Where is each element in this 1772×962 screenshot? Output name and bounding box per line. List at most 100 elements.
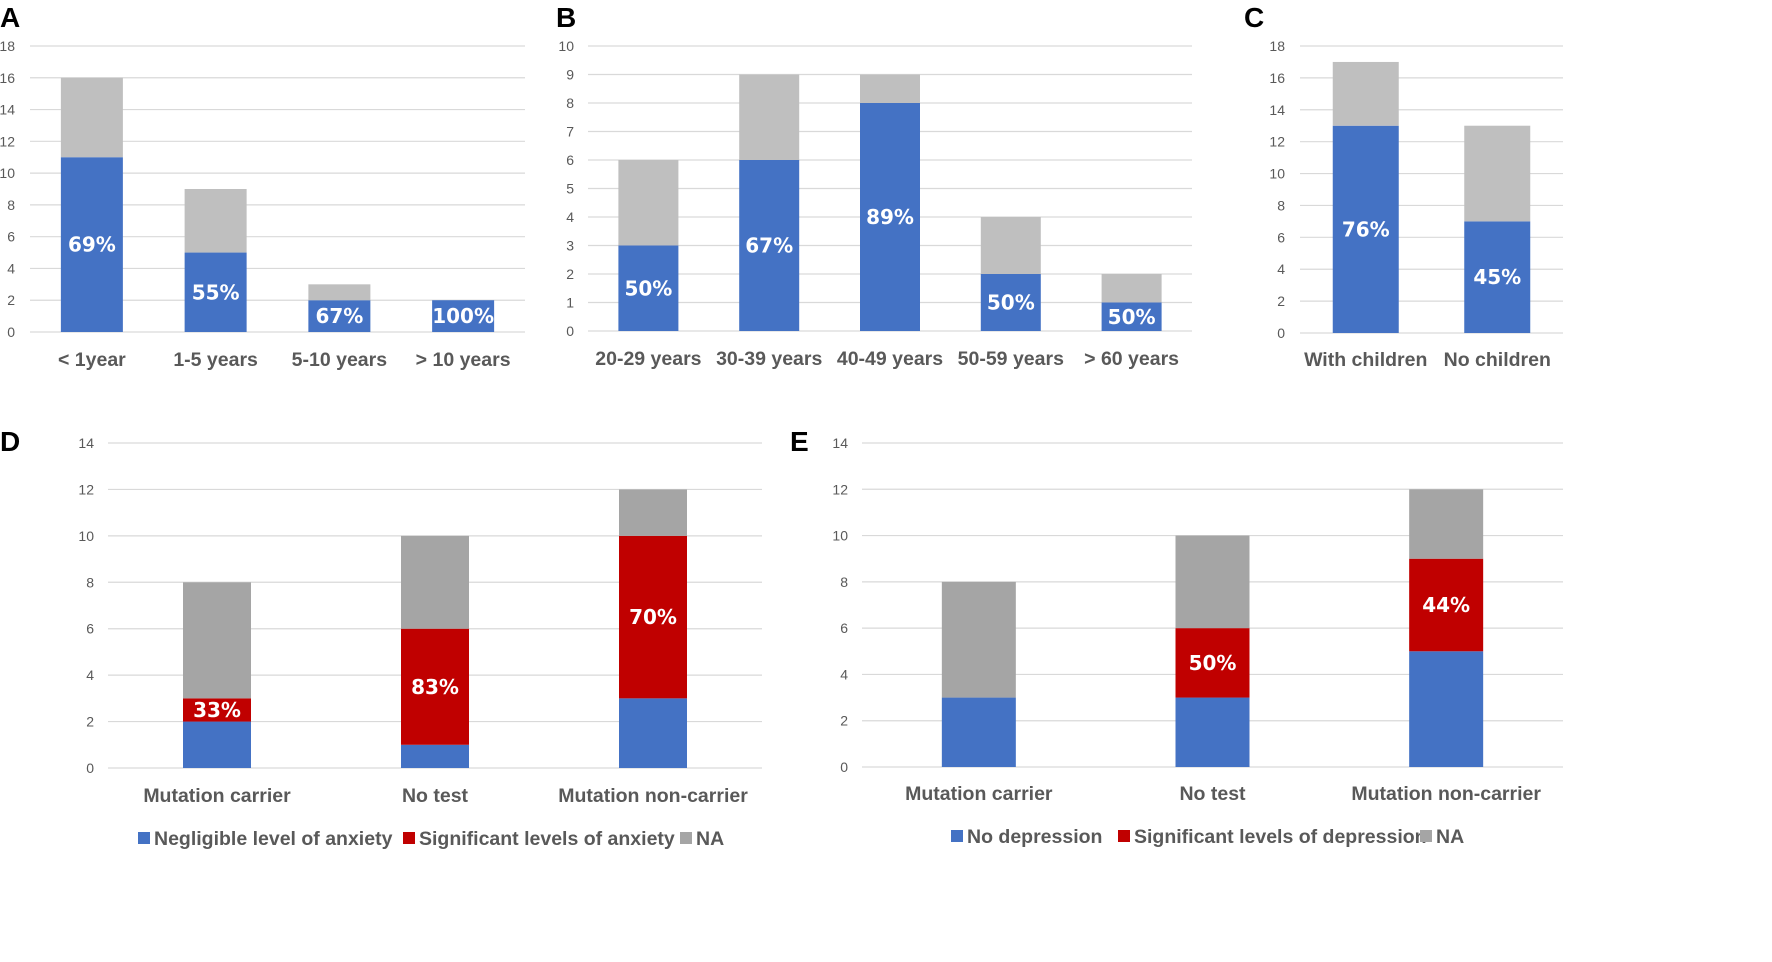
- bar-segment-series-1: [739, 74, 800, 160]
- bar-segment-series-1: [860, 74, 920, 103]
- x-category-label: No test: [402, 785, 469, 807]
- x-category-label: No test: [1179, 783, 1246, 805]
- x-category-label: Mutation carrier: [143, 785, 291, 807]
- legend-label: NA: [1436, 826, 1464, 848]
- legend-swatch: [138, 832, 150, 844]
- x-category-label: 20-29 years: [595, 348, 701, 370]
- bar-segment-series-0: [1101, 302, 1162, 331]
- bar-segment-series-1: [1332, 61, 1399, 126]
- chart-panel-e: E 0 2 4 6 8 10 12 14 Mutation carrier 50% No test 44…: [790, 426, 1563, 848]
- bar-segment-na: [183, 582, 251, 699]
- y-tick-label: 12: [0, 133, 15, 149]
- bar-segment-series-0: [308, 300, 371, 332]
- y-tick-label: 0: [566, 323, 574, 339]
- bar-segment-negligible-level-of-anxiety: [619, 698, 687, 768]
- bar-segment-significant-levels-of-anxiety: [183, 698, 251, 722]
- data-label: 89%: [866, 205, 914, 229]
- bar-segment-series-1: [980, 217, 1041, 274]
- y-tick-label: 16: [0, 70, 15, 86]
- y-tick-label: 6: [840, 620, 848, 636]
- y-tick-label: 10: [78, 528, 94, 544]
- bar-segment-series-0: [860, 103, 920, 331]
- bar-segment-series-0: [1464, 221, 1531, 333]
- data-label: 45%: [1473, 265, 1521, 289]
- legend: Negligible level of anxiety Significant l…: [138, 828, 724, 850]
- bar-segment-significant-levels-of-anxiety: [619, 535, 687, 699]
- bar-segment-no-depression: [941, 697, 1016, 767]
- y-tick-label: 4: [840, 666, 848, 682]
- y-tick-label: 1: [566, 295, 574, 311]
- data-label: 55%: [192, 280, 240, 304]
- legend-swatch: [951, 830, 963, 842]
- chart-panel-c: C 0 2 4 6 8 10 12 14 16 18 76% With children 45% No ch…: [1244, 2, 1563, 371]
- bar-segment-no-depression: [1175, 697, 1250, 767]
- data-label: 83%: [411, 675, 459, 699]
- legend-swatch: [403, 832, 415, 844]
- bar-segment-negligible-level-of-anxiety: [401, 744, 469, 768]
- data-label: 33%: [193, 698, 241, 722]
- data-label: 44%: [1422, 593, 1470, 617]
- y-tick-label: 8: [840, 574, 848, 590]
- bar-segment-series-0: [618, 245, 679, 331]
- y-tick-label: 2: [566, 266, 574, 282]
- data-label: 50%: [1108, 305, 1156, 329]
- y-tick-label: 3: [566, 238, 574, 254]
- legend-label: Significant levels of anxiety: [419, 828, 675, 850]
- y-tick-label: 10: [1269, 166, 1285, 182]
- y-tick-label: 8: [7, 197, 15, 213]
- bar-segment-na: [619, 489, 687, 536]
- data-label: 69%: [68, 233, 116, 257]
- chart-panel-a: A 0 2 4 6 8 10 12 14 16 18 69% < 1year 55% 1-5 years 67…: [0, 2, 525, 371]
- bar-segment-na: [1409, 489, 1484, 559]
- y-tick-label: 12: [832, 481, 848, 497]
- bar-segment-series-1: [184, 189, 247, 253]
- y-tick-label: 14: [78, 435, 94, 451]
- x-category-label: Mutation carrier: [905, 783, 1053, 805]
- panel-label: A: [0, 2, 20, 33]
- y-tick-label: 0: [840, 759, 848, 775]
- data-label: 76%: [1342, 217, 1390, 241]
- data-label: 67%: [315, 304, 363, 328]
- bar-segment-series-1: [60, 77, 123, 158]
- x-category-label: With children: [1304, 349, 1427, 371]
- y-tick-label: 12: [1269, 134, 1285, 150]
- y-tick-label: 6: [7, 229, 15, 245]
- bar-segment-series-1: [1464, 125, 1531, 222]
- legend-label: Significant levels of depression: [1134, 826, 1427, 848]
- x-category-label: 30-39 years: [716, 348, 822, 370]
- y-tick-label: 8: [1277, 197, 1285, 213]
- y-tick-label: 4: [86, 667, 94, 683]
- y-tick-label: 10: [832, 528, 848, 544]
- y-tick-label: 4: [7, 260, 15, 276]
- bar-segment-series-0: [1332, 125, 1399, 333]
- y-tick-label: 18: [0, 38, 15, 54]
- x-category-label: 50-59 years: [958, 348, 1064, 370]
- panel-label: D: [0, 426, 20, 457]
- y-tick-label: 14: [832, 435, 848, 451]
- legend-label: NA: [696, 828, 724, 850]
- bar-segment-significant-levels-of-depression: [1409, 558, 1484, 652]
- y-tick-label: 18: [1269, 38, 1285, 54]
- x-category-label: > 10 years: [416, 349, 511, 371]
- y-tick-label: 6: [1277, 229, 1285, 245]
- y-tick-label: 4: [566, 209, 574, 225]
- y-tick-label: 8: [566, 95, 574, 111]
- panel-label: C: [1244, 2, 1264, 33]
- bar-segment-series-0: [739, 160, 800, 331]
- y-tick-label: 7: [566, 124, 574, 140]
- legend-label: Negligible level of anxiety: [154, 828, 393, 850]
- bar-segment-series-0: [60, 157, 123, 332]
- bar-segment-na: [401, 535, 469, 629]
- y-tick-label: 0: [7, 324, 15, 340]
- data-label: 100%: [432, 304, 494, 328]
- bar-segment-series-0: [432, 300, 495, 332]
- y-tick-label: 2: [1277, 293, 1285, 309]
- x-category-label: No children: [1444, 349, 1551, 371]
- data-label: 50%: [1189, 651, 1237, 675]
- y-tick-label: 2: [7, 292, 15, 308]
- y-tick-label: 12: [78, 481, 94, 497]
- x-category-label: 5-10 years: [292, 349, 388, 371]
- chart-panel-b: B 0 1 2 3 4 5 6 7 8 9 10 50% 20-29 years 67% 30-39 year…: [556, 2, 1192, 370]
- legend-swatch: [680, 832, 692, 844]
